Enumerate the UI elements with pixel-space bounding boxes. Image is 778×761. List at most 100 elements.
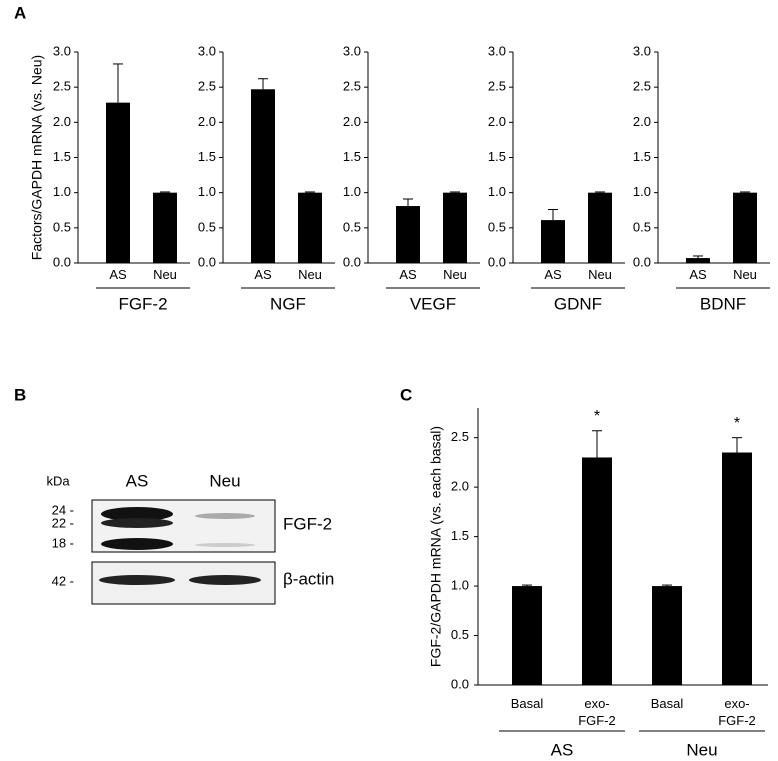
x-tick-label-box: AS	[109, 267, 126, 282]
bar	[106, 102, 130, 263]
error-bar	[740, 191, 750, 193]
y-tick-label: 2.5	[451, 429, 469, 444]
bar	[512, 586, 542, 685]
y-tick-label: 0.5	[53, 219, 71, 234]
y-tick-label: 1.0	[343, 184, 361, 199]
y-tick-label: 2.0	[53, 114, 71, 129]
x-tick-label-box: AS	[254, 267, 272, 282]
y-tick-label: 3.0	[53, 43, 71, 58]
band-label: FGF-2	[283, 514, 332, 533]
chart-title: FGF-2	[118, 294, 167, 313]
y-tick-label: 1.5	[343, 149, 361, 164]
chart-title: NGF	[270, 294, 306, 313]
chart-title: GDNF	[554, 294, 602, 313]
x-tick-label-box: Neu	[733, 267, 757, 282]
marker: 18 -	[52, 535, 74, 550]
y-tick-label: 2.0	[451, 479, 469, 494]
y-tick-label: 0.0	[53, 254, 71, 269]
panel-label: C	[400, 385, 412, 404]
x-tick-label: exo-FGF-2	[718, 696, 756, 728]
marker: 22 -	[52, 515, 74, 530]
band	[99, 575, 175, 585]
x-tick-label-box: Neu	[443, 267, 467, 282]
y-tick-label: 0.0	[633, 254, 651, 269]
band	[195, 543, 255, 547]
group-label: AS	[551, 740, 574, 759]
y-tick-label: 2.5	[488, 79, 506, 94]
y-tick-label: 2.0	[488, 114, 506, 129]
x-tick-label-box: Neu	[298, 267, 322, 282]
error-bar	[113, 63, 123, 103]
significance: *	[594, 408, 600, 425]
marker: 24 -	[52, 502, 74, 517]
band	[101, 518, 173, 528]
y-tick-label: 1.5	[633, 149, 651, 164]
y-tick-label: 1.0	[633, 184, 651, 199]
x-tick-label-box: Basal	[511, 696, 544, 711]
marker: 42 -	[52, 573, 74, 588]
y-tick-label: 0.5	[633, 219, 651, 234]
x-tick-label-box: Neu	[153, 267, 177, 282]
x-tick-label-box: Neu	[588, 267, 612, 282]
blot-unit: kDa	[46, 473, 70, 488]
y-tick-label: 0.0	[451, 676, 469, 691]
bar	[652, 586, 682, 685]
y-tick-label: 0.5	[343, 219, 361, 234]
y-tick-label: 2.0	[633, 114, 651, 129]
lane-label: Neu	[209, 471, 240, 490]
x-tick-label: AS	[689, 267, 707, 282]
y-tick-label: 1.5	[488, 149, 506, 164]
error-bar	[522, 584, 532, 587]
y-tick-label: 2.0	[198, 114, 216, 129]
y-tick-label: 2.5	[633, 79, 651, 94]
y-tick-label: 0.5	[198, 219, 216, 234]
error-bar	[693, 255, 703, 259]
bar	[686, 258, 710, 263]
x-tick-label-box: AS	[399, 267, 416, 282]
x-tick-label-box: exo-FGF-2	[578, 696, 616, 728]
band	[195, 513, 255, 519]
bar	[396, 206, 420, 263]
y-tick-label: 2.5	[343, 79, 361, 94]
y-tick-label: 2.5	[198, 79, 216, 94]
y-tick-label: 1.0	[198, 184, 216, 199]
x-tick-label: AS	[544, 267, 562, 282]
band-label: β-actin	[283, 569, 334, 588]
error-bar	[662, 584, 672, 587]
error-bar	[595, 191, 605, 193]
panel-label: B	[14, 385, 26, 404]
error-bar	[592, 430, 602, 458]
bar	[733, 192, 757, 263]
y-tick-label: 0.0	[488, 254, 506, 269]
x-tick-label: AS	[254, 267, 272, 282]
bar	[298, 192, 322, 263]
y-tick-label: 2.0	[343, 114, 361, 129]
error-bar	[732, 437, 742, 453]
bar	[443, 192, 467, 263]
bar	[541, 220, 565, 263]
blot: kDa AS Neu 24 - 22 - 18 - 42 - FGF-2 β-a…	[46, 471, 334, 605]
y-tick-label: 0.0	[198, 254, 216, 269]
band	[189, 575, 261, 585]
y-tick-label: 1.5	[198, 149, 216, 164]
bar	[153, 192, 177, 263]
y-tick-label: 1.0	[53, 184, 71, 199]
lane-label: AS	[126, 471, 149, 490]
bar	[251, 89, 275, 263]
y-tick-label: 3.0	[633, 43, 651, 58]
x-tick-label-box: exo-FGF-2	[718, 696, 756, 728]
y-tick-label: 3.0	[488, 43, 506, 58]
y-tick-label: 3.0	[198, 43, 216, 58]
y-tick-label: 0.0	[343, 254, 361, 269]
y-tick-label: 3.0	[343, 43, 361, 58]
error-bar	[450, 191, 460, 193]
group-label: Neu	[686, 740, 717, 759]
y-axis-label: FGF-2/GAPDH mRNA (vs. each basal)	[428, 426, 444, 667]
x-tick-label: exo-FGF-2	[578, 696, 616, 728]
x-tick-label-box: AS	[544, 267, 562, 282]
y-tick-label: 1.0	[488, 184, 506, 199]
y-tick-label: 1.5	[451, 528, 469, 543]
error-bar	[403, 198, 413, 207]
y-tick-label: 0.5	[451, 627, 469, 642]
error-bar	[258, 78, 268, 90]
